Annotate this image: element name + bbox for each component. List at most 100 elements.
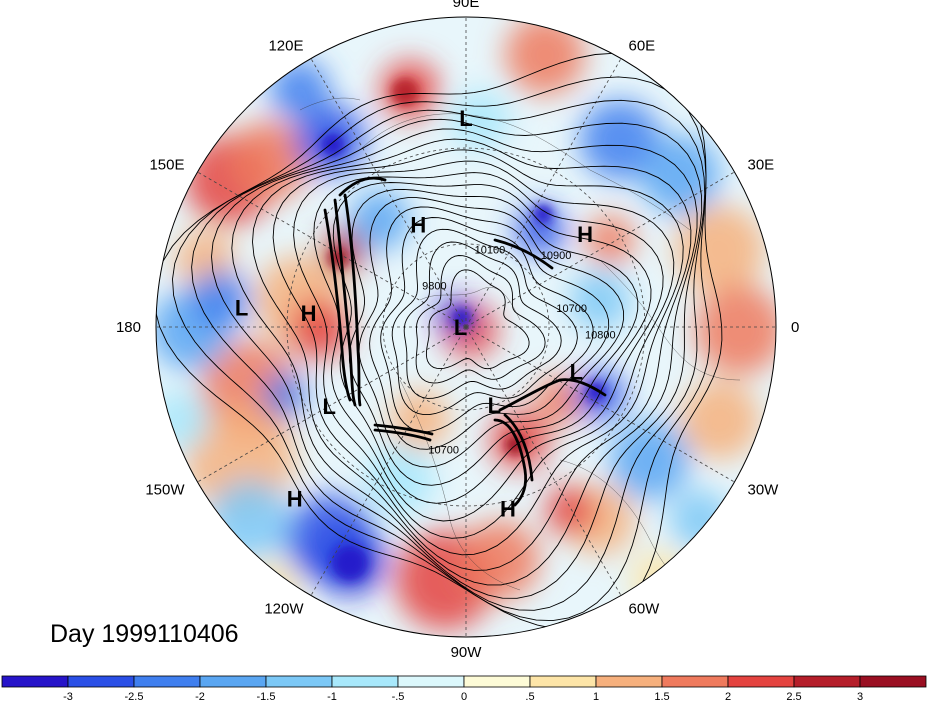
meridian-line — [197, 326, 467, 483]
anomaly-blob — [505, 17, 585, 95]
colorbar-swatch — [595, 675, 663, 688]
colorbar-tick-label: 3 — [857, 691, 863, 702]
anomaly-blobs-fine — [321, 78, 606, 581]
colorbar-tick-label: -1 — [327, 691, 337, 702]
anomaly-blob — [270, 60, 330, 120]
colorbar: -3 -2.5 -2 -1.5 -1 -.5 0 .5 1 1.5 2 2.5 3 — [1, 675, 927, 702]
colorbar-tick-label: .5 — [525, 691, 534, 702]
meridian-line — [465, 326, 622, 596]
anomaly-blob — [610, 420, 690, 500]
longitude-label: 120W — [264, 601, 304, 618]
anomaly-blob — [670, 490, 730, 550]
date-title: Day 1999110406 — [50, 620, 239, 648]
longitude-labels: 90E 60E 30E 0 30W 60W 90W 120W 150W 180 150E 120E — [116, 0, 799, 661]
colorbar-tick-label: -3 — [63, 691, 73, 702]
colorbar-swatch — [859, 675, 927, 688]
jet-contour — [493, 238, 554, 270]
height-contour — [252, 138, 692, 571]
height-contour — [403, 241, 562, 399]
height-contour — [172, 76, 711, 622]
coastline — [359, 113, 691, 231]
latitude-circle — [286, 147, 646, 507]
anomaly-core — [332, 545, 368, 581]
anomaly-blob — [680, 380, 760, 460]
anomaly-blob — [230, 120, 310, 200]
colorbar-swatches — [1, 675, 927, 688]
jet-contour — [493, 418, 528, 507]
anomaly-blob — [675, 205, 765, 295]
contour-value-label: 10700 — [428, 445, 459, 457]
anomaly-blob — [156, 390, 210, 450]
jet-contour — [333, 198, 357, 407]
longitude-label: 150E — [149, 157, 184, 174]
colorbar-swatch — [529, 675, 597, 688]
longitude-label: 150W — [145, 482, 185, 499]
high-pressure-marker: H — [500, 497, 516, 522]
jet-contour — [498, 378, 607, 412]
colorbar-tick-label: -2.5 — [125, 691, 144, 702]
meridian-line — [465, 58, 622, 328]
anomaly-core — [391, 78, 419, 106]
anomaly-blob — [695, 285, 776, 375]
colorbar-swatch — [793, 675, 861, 688]
low-pressure-marker: L — [488, 393, 501, 418]
colorbar-tick-label: 0 — [461, 691, 467, 702]
anomaly-blob — [570, 270, 630, 330]
colorbar-swatch — [67, 675, 135, 688]
anomaly-blob — [580, 100, 660, 180]
contour-value-label: 9800 — [422, 280, 446, 292]
colorbar-tick-label: 1 — [593, 691, 599, 702]
colorbar-swatch — [199, 675, 267, 688]
polar-stereographic-map: 90E 60E 30E 0 30W 60W 90W 120W 150W 180 150E 120E L… — [116, 0, 799, 661]
contour-value-label: 10900 — [541, 250, 572, 262]
height-contour — [191, 99, 706, 611]
height-contour — [358, 197, 625, 468]
height-contour — [425, 269, 530, 370]
jet-contour — [338, 176, 387, 197]
height-contour — [369, 206, 610, 450]
colorbar-tick-label: -1.5 — [257, 691, 276, 702]
low-pressure-marker: L — [454, 315, 467, 340]
pressure-system-markers: L H H L H L L L L H H — [235, 106, 593, 522]
anomaly-core — [452, 308, 472, 328]
anomaly-blob — [585, 215, 635, 265]
anomaly-blob — [460, 520, 540, 600]
longitude-label: 0 — [791, 319, 799, 336]
jet-contour — [373, 428, 432, 442]
longitude-label: 180 — [116, 319, 141, 336]
height-contour — [211, 118, 703, 599]
coastline — [419, 287, 521, 321]
meridian-line — [465, 171, 735, 328]
high-pressure-marker: H — [410, 213, 426, 238]
low-pressure-marker: L — [570, 360, 583, 385]
height-contour — [272, 149, 684, 556]
colorbar-swatch — [661, 675, 729, 688]
contour-value-label: 10100 — [475, 245, 506, 257]
map-boundary — [155, 16, 777, 638]
anomaly-blob — [390, 390, 450, 450]
anomaly-core — [533, 204, 553, 224]
colorbar-tick-label: 2.5 — [786, 691, 801, 702]
anomaly-core — [321, 133, 345, 157]
colorbar-swatch — [1, 675, 69, 688]
longitude-label: 90W — [451, 644, 483, 661]
meridian-line — [197, 171, 467, 328]
meridian-line — [465, 326, 735, 483]
anomaly-blob — [210, 480, 290, 560]
low-pressure-marker: L — [322, 394, 335, 419]
meridian-line — [310, 58, 467, 328]
coastline — [399, 379, 521, 591]
colorbar-swatch — [133, 675, 201, 688]
height-contour — [293, 160, 675, 539]
high-pressure-marker: H — [301, 301, 317, 326]
contour-value-label: 10700 — [556, 303, 587, 315]
colorbar-tick-label: -.5 — [392, 691, 405, 702]
contour-labels: 9800 10100 10900 10700 10800 10700 — [422, 245, 615, 457]
colorbar-tick-label: 1.5 — [654, 691, 669, 702]
high-pressure-marker: H — [577, 222, 593, 247]
low-pressure-marker: L — [459, 106, 472, 131]
high-pressure-marker: H — [287, 486, 303, 511]
longitude-label: 120E — [268, 38, 303, 55]
anomaly-blob — [350, 190, 410, 250]
colorbar-swatch — [463, 675, 531, 688]
